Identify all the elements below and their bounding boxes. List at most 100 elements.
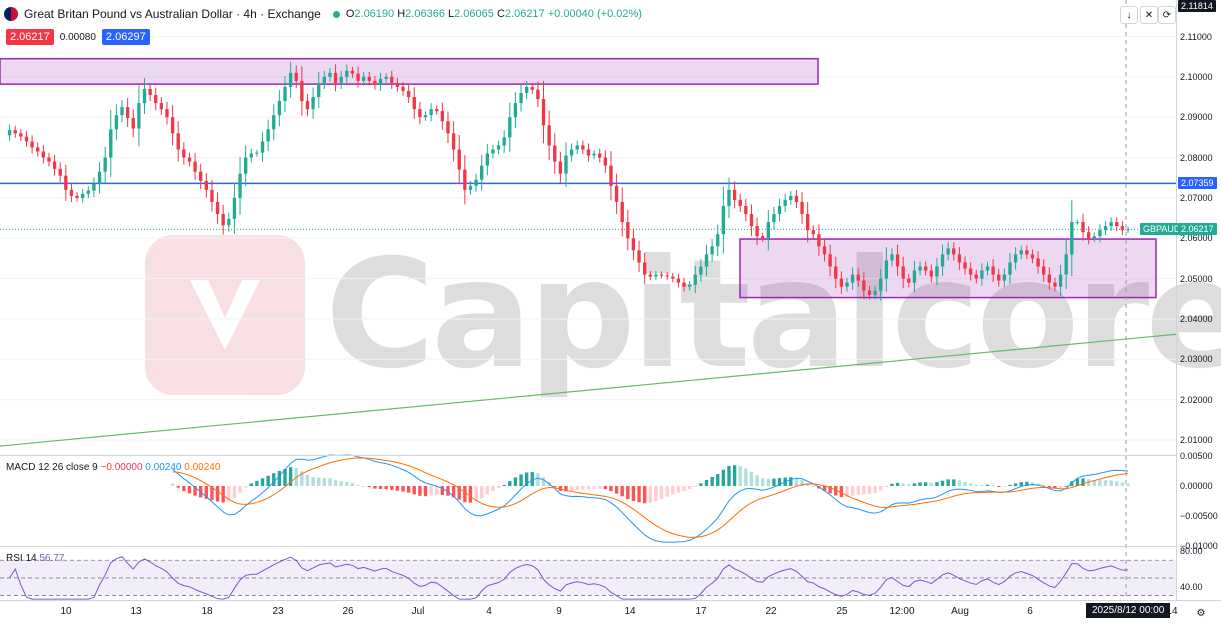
macd-histogram-bar (362, 485, 366, 487)
rsi-legend[interactable]: RSI 14 56.77 (6, 553, 64, 564)
macd-histogram-bar (170, 483, 175, 486)
macd-histogram-bar (345, 481, 349, 486)
candle (952, 248, 956, 255)
macd-histogram-bar (530, 472, 534, 486)
macd-histogram-bar (1120, 482, 1125, 486)
macd-histogram-bar (446, 486, 450, 496)
macd-histogram-bar (721, 469, 726, 486)
fullscreen-icon[interactable]: ✕ (1140, 6, 1158, 24)
macd-histogram-bar (266, 475, 270, 486)
macd-histogram-bar (755, 475, 759, 486)
candle (513, 103, 518, 118)
candle (817, 234, 821, 247)
sell-button[interactable]: 2.06217 (6, 29, 54, 45)
candle (1008, 262, 1012, 275)
candle (1120, 226, 1125, 231)
macd-histogram-bar (350, 483, 355, 486)
macd-histogram-bar (288, 467, 293, 486)
macd-histogram-bar (536, 473, 540, 486)
macd-histogram-bar (502, 484, 506, 486)
macd-histogram-bar (862, 486, 866, 495)
macd-legend[interactable]: MACD 12 26 close 9 −0.00000 0.00240 0.00… (6, 462, 220, 473)
candle (907, 278, 911, 283)
candle (873, 290, 877, 295)
buy-button[interactable]: 2.06297 (101, 29, 150, 45)
macd-histogram-bar (260, 478, 265, 486)
macd-histogram-bar (710, 476, 714, 486)
macd-histogram-bar (227, 486, 231, 502)
macd-histogram-bar (603, 486, 608, 490)
chart-title[interactable]: Great Britan Pound vs Australian Dollar … (24, 7, 321, 21)
candle (429, 109, 433, 116)
macd-pane (170, 454, 1130, 543)
time-axis[interactable] (0, 600, 1221, 626)
pane-separator[interactable] (0, 546, 1176, 547)
candle (1030, 254, 1035, 259)
time-tick-label: 26 (342, 606, 354, 617)
price-tick-label: 2.04000 (1180, 313, 1213, 324)
price-tick-label: 2.08000 (1180, 152, 1213, 163)
macd-histogram-bar (1103, 480, 1108, 486)
candle (243, 157, 248, 174)
pane-separator[interactable] (0, 455, 1176, 456)
candle (822, 246, 827, 255)
candle (255, 152, 259, 154)
candle (558, 161, 563, 174)
candle (676, 278, 681, 283)
ohlc-low-key: L (448, 8, 455, 20)
macd-histogram-bar (980, 485, 984, 487)
macd-histogram-bar (210, 486, 214, 501)
candle (362, 76, 366, 81)
collapse-arrow-icon[interactable]: ↓ (1120, 6, 1138, 24)
macd-histogram-bar (901, 483, 905, 486)
macd-histogram-bar (187, 486, 192, 494)
candle (339, 76, 343, 83)
candle (457, 149, 461, 170)
time-tick-label: 12:00 (889, 606, 915, 617)
reload-icon[interactable]: ⟳ (1158, 6, 1176, 24)
macd-histogram-bar (957, 480, 962, 486)
candle (440, 111, 445, 122)
macd-histogram-bar (693, 486, 697, 487)
macd-histogram-bar (895, 482, 900, 486)
price-tick-label: 2.07000 (1180, 192, 1213, 203)
candle (288, 72, 293, 87)
candle (991, 266, 995, 275)
candle (536, 89, 540, 100)
macd-histogram-bar (963, 481, 967, 486)
candle (918, 266, 922, 271)
macd-params: 12 26 close 9 (38, 462, 98, 473)
candle (227, 218, 231, 226)
candle (519, 92, 523, 104)
macd-histogram-bar (232, 486, 237, 499)
macd-histogram-bar (423, 486, 428, 497)
candle (30, 141, 34, 148)
candle (626, 222, 630, 239)
price-axis[interactable] (1176, 0, 1221, 600)
settings-gear-icon[interactable]: ⚙ (1193, 605, 1209, 621)
macd-histogram-bar (744, 468, 748, 486)
macd-histogram-bar (850, 486, 855, 496)
candle (423, 115, 428, 118)
candle (524, 86, 529, 93)
price-tick-label: 2.03000 (1180, 354, 1213, 365)
macd-histogram-bar (519, 474, 523, 486)
macd-histogram-bar (255, 480, 259, 486)
macd-histogram-bar (378, 486, 383, 489)
ohlc-low: 2.06065 (454, 8, 494, 20)
candle (170, 117, 175, 134)
candle (693, 274, 697, 285)
time-tick-label: 22 (765, 606, 777, 617)
macd-histogram-bar (182, 486, 186, 492)
macd-histogram-bar (716, 473, 720, 486)
candle (1053, 282, 1057, 287)
candle (199, 171, 203, 181)
ohlc-close: 2.06217 (504, 8, 545, 20)
candle (322, 76, 327, 83)
macd-histogram-bar (1070, 481, 1074, 486)
candle (828, 254, 832, 267)
candle (1109, 222, 1113, 227)
candle (1070, 222, 1074, 255)
candle (508, 117, 512, 138)
